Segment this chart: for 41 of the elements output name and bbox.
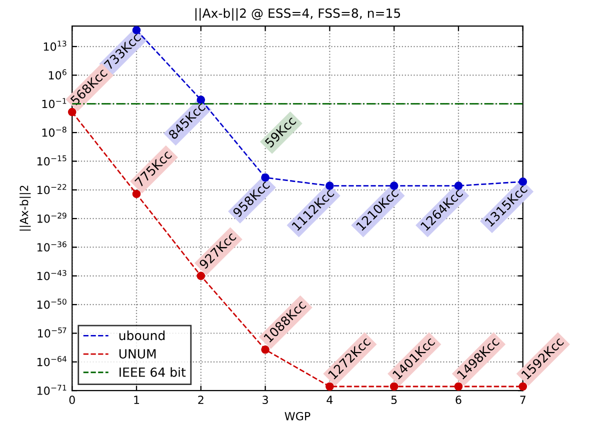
legend-label: UNUM: [119, 349, 156, 359]
point: [390, 182, 398, 190]
x-tick-label: 0: [69, 396, 75, 404]
x-tick-label: 4: [326, 396, 333, 404]
legend-label: IEEE 64 bit: [120, 367, 186, 377]
y-tick-label: 10$^{−29}$: [38, 212, 66, 223]
chart-title: ||Ax-b||2 @ ESS=4, FSS=8, n=15: [195, 8, 400, 21]
point: [454, 182, 463, 190]
x-tick-label: 6: [456, 396, 462, 404]
y-tick-label: 10$^{−64}$: [37, 356, 66, 366]
x-tick-label: 7: [520, 396, 526, 404]
point: [196, 96, 206, 104]
x-axis-title: WGP: [284, 412, 310, 420]
y-tick-label: 10$^{−57}$: [38, 327, 66, 338]
point: [132, 190, 141, 198]
x-tick-label: 1: [134, 396, 140, 404]
y-tick-label: 10$^{−50}$: [37, 298, 66, 309]
point: [454, 382, 463, 391]
y-axis-title: ||Ax-b||2: [20, 186, 31, 231]
y-tick-label: 10$^{−22}$: [37, 184, 66, 194]
y-tick-label: 10$^{−43}$: [37, 270, 66, 280]
point: [326, 382, 334, 391]
point: [390, 382, 398, 391]
point: [68, 108, 76, 116]
y-tick-label: 10$^{−1}$: [42, 98, 66, 108]
point: [132, 26, 141, 34]
x-tick-label: 3: [262, 396, 268, 404]
y-tick-label: 10$^{6}$: [48, 69, 66, 80]
point: [261, 173, 270, 182]
y-tick-label: 10$^{−36}$: [37, 241, 66, 252]
legend-label: ubound: [119, 330, 165, 340]
y-tick-label: 10$^{13}$: [44, 40, 66, 51]
point: [196, 272, 206, 280]
x-tick-label: 5: [391, 396, 397, 404]
point: [326, 182, 334, 190]
point: [518, 178, 528, 186]
y-tick-label: 10$^{−71}$: [37, 384, 66, 395]
x-tick-label: 2: [198, 396, 204, 404]
y-tick-label: 10$^{−15}$: [37, 155, 66, 166]
y-tick-label: 10$^{−8}$: [42, 126, 66, 137]
point: [261, 345, 270, 354]
